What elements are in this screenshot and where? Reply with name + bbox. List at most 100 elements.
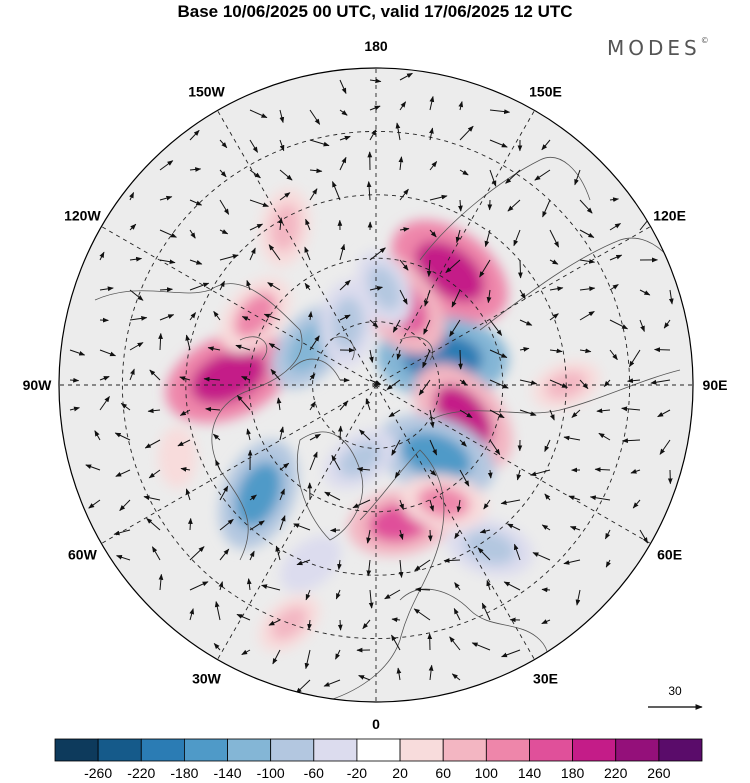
wind-vector	[249, 247, 256, 261]
wind-vector	[159, 259, 176, 265]
wind-vector	[270, 369, 281, 381]
wind-vector	[443, 558, 461, 563]
wind-vector	[563, 435, 581, 441]
wind-vector	[639, 529, 649, 544]
wind-vector	[429, 161, 438, 171]
colorbar-swatch	[313, 738, 358, 762]
wind-vector	[146, 518, 161, 531]
wind-vector	[369, 286, 383, 291]
wind-vector	[268, 244, 281, 261]
wind-vector	[116, 555, 131, 561]
wind-vector	[507, 199, 521, 212]
colorbar-swatch	[658, 738, 703, 762]
wind-vector	[307, 619, 312, 630]
wind-vector	[304, 282, 311, 291]
wind-vector	[276, 397, 282, 411]
wind-vector	[542, 199, 551, 218]
wind-vector	[579, 199, 593, 214]
wind-vector	[650, 379, 671, 385]
wind-vector	[596, 408, 611, 414]
wind-vector	[427, 529, 433, 542]
wind-vector	[267, 282, 281, 291]
wind-vector	[429, 194, 448, 201]
wind-vector	[489, 409, 505, 419]
wind-vector	[534, 169, 551, 181]
wind-vector	[449, 636, 461, 651]
wind-vector	[609, 319, 629, 330]
colorbar-swatch	[399, 738, 444, 762]
anomaly-core	[235, 461, 282, 528]
wind-vector	[249, 169, 261, 179]
wind-vector	[219, 229, 229, 235]
wind-vector	[579, 259, 596, 264]
wind-vector	[179, 376, 191, 381]
wind-vector	[384, 589, 401, 600]
wind-vector	[451, 673, 461, 681]
colorbar-swatch	[97, 738, 142, 762]
wind-vector	[541, 619, 551, 625]
wind-vector	[456, 499, 462, 513]
coastline-north-america	[94, 283, 303, 561]
wind-vector	[605, 559, 611, 568]
meridian-label: 120E	[653, 208, 686, 224]
wind-vector	[484, 229, 491, 248]
wind-vector	[486, 579, 491, 591]
wind-vector	[99, 286, 114, 292]
colorbar-swatch	[270, 738, 315, 762]
wind-vector	[88, 499, 101, 509]
wind-vector	[544, 493, 551, 501]
wind-vector	[609, 254, 623, 261]
wind-vector	[579, 379, 589, 390]
colorbar-tick-label: 100	[475, 765, 499, 781]
wind-vector	[275, 545, 281, 561]
meridian-line	[375, 110, 535, 386]
colorbar-tick-label: -60	[304, 765, 324, 781]
wind-vector	[149, 369, 161, 381]
meridian-label: 120W	[64, 208, 101, 224]
wind-vector	[219, 485, 229, 501]
wind-vector	[639, 319, 645, 332]
wind-vector	[147, 408, 161, 414]
wind-vector	[481, 602, 491, 621]
wind-vector	[398, 529, 404, 540]
wind-vector	[158, 332, 163, 351]
colorbar-swatch	[572, 738, 617, 762]
wind-vector	[458, 101, 464, 111]
wind-vector	[429, 499, 435, 512]
meridian-line	[375, 384, 535, 660]
wind-vector	[398, 156, 404, 171]
wind-vector	[574, 169, 581, 186]
colorbar-tick-label: -140	[213, 765, 241, 781]
wind-vector	[219, 519, 234, 531]
wind-vector	[205, 406, 221, 412]
wind-vector	[129, 256, 143, 262]
wind-vector	[589, 495, 611, 501]
wind-vector	[459, 439, 467, 447]
anomaly-core	[464, 530, 516, 565]
wind-vector	[429, 229, 437, 238]
wind-vector	[279, 488, 285, 501]
wind-vector	[532, 552, 551, 561]
colorbar-swatch	[54, 738, 99, 762]
wind-vector	[489, 139, 508, 148]
wind-vector	[272, 649, 281, 665]
meridian-label: 150E	[529, 83, 562, 99]
wind-vector	[249, 223, 264, 231]
wind-vector	[359, 429, 371, 441]
wind-vector	[396, 667, 402, 681]
meridian-labels: 180 150E 120E 90E 60E 30E 0 30W 60W 90W 120W 150W	[23, 38, 728, 732]
wind-vector	[568, 495, 581, 501]
wind-vector	[159, 314, 175, 321]
anomaly-core	[166, 438, 189, 476]
wind-vector	[189, 167, 202, 172]
wind-vector	[415, 587, 431, 592]
wind-vector	[332, 181, 341, 201]
wind-vector	[99, 251, 105, 261]
wind-vector	[249, 494, 257, 501]
wind-vector	[189, 199, 203, 206]
colorbar-tick-label: -20	[347, 765, 367, 781]
wind-vector	[449, 319, 461, 337]
wind-vector	[129, 191, 135, 201]
wind-vector	[489, 349, 508, 358]
wind-vector	[603, 379, 611, 388]
